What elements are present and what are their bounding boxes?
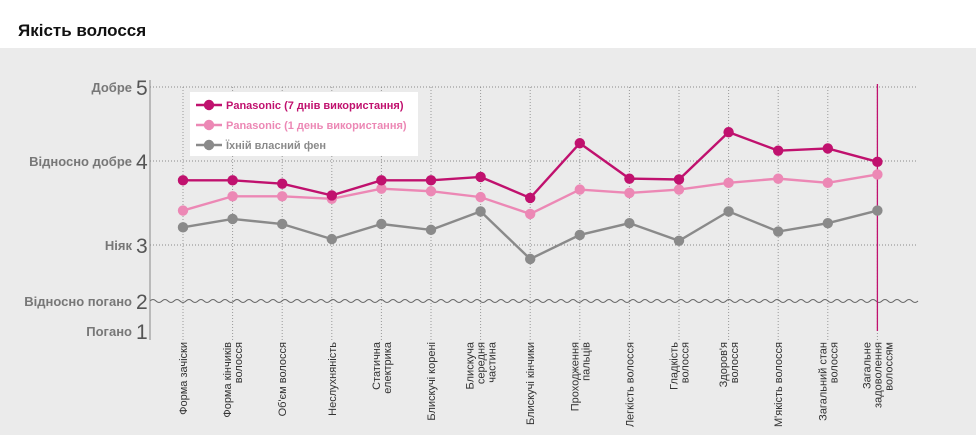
data-point — [673, 174, 685, 185]
data-point — [574, 184, 585, 195]
data-point — [376, 218, 387, 230]
data-point — [376, 175, 387, 186]
x-tick-label: задоволення — [872, 342, 884, 408]
data-point — [277, 191, 288, 202]
data-point — [425, 186, 437, 197]
x-tick-label: волоссям — [883, 342, 895, 391]
x-tick-label: пальців — [580, 342, 592, 381]
chart-title: Якість волосся — [18, 21, 147, 40]
chart-header: Якість волосся — [0, 0, 976, 48]
data-point — [525, 253, 536, 265]
x-tick-label: волосся — [680, 342, 692, 383]
x-tick-label: Форма кінчиків — [222, 342, 234, 418]
data-point — [723, 126, 734, 138]
data-point — [624, 187, 635, 199]
legend-box — [190, 92, 418, 156]
y-level-number: 5 — [136, 77, 148, 100]
x-tick-label: Неслухняність — [327, 342, 339, 416]
y-level-number: 3 — [136, 235, 148, 258]
data-point — [326, 233, 337, 245]
data-point — [475, 171, 486, 183]
data-point — [773, 173, 784, 184]
data-point — [673, 184, 685, 195]
data-point — [177, 205, 189, 216]
x-tick-label: волосся — [729, 342, 741, 383]
data-point — [277, 178, 288, 189]
x-tick-label: Гладкість — [669, 342, 681, 390]
x-tick-label: Проходження — [569, 342, 581, 411]
legend-swatch-point — [203, 99, 215, 111]
y-level-number: 4 — [136, 151, 148, 174]
data-point — [177, 222, 189, 233]
data-point — [525, 192, 536, 204]
data-point — [673, 235, 685, 246]
x-tick-label: Форма зачіски — [178, 342, 190, 415]
y-level-label: Добре — [91, 80, 132, 95]
data-point — [624, 217, 635, 229]
legend-label: Panasonic (7 днів використання) — [226, 100, 404, 112]
axis-break-line — [149, 299, 919, 303]
x-tick-label: Легкість волосся — [624, 342, 636, 427]
data-point — [574, 138, 585, 149]
x-tick-label: Статична — [371, 341, 383, 390]
data-point — [624, 173, 635, 184]
x-tick-label: Здоров'я — [718, 342, 730, 387]
data-point — [475, 206, 486, 217]
data-point — [872, 169, 883, 180]
data-point — [326, 190, 337, 201]
x-tick-label: електрика — [382, 341, 394, 394]
x-tick-label: Загальне — [861, 342, 873, 389]
y-level-label: Відносно погано — [24, 294, 132, 309]
y-level-label: Ніяк — [105, 238, 133, 253]
y-level-label: Відносно добре — [29, 154, 132, 169]
x-tick-label: середня — [476, 342, 488, 384]
data-point — [773, 226, 784, 237]
data-point — [773, 145, 784, 156]
data-point — [574, 229, 585, 241]
data-point — [277, 218, 288, 230]
data-point — [425, 224, 437, 236]
y-level-number: 1 — [136, 321, 148, 344]
data-point — [723, 177, 734, 189]
x-tick-label: волосся — [828, 342, 840, 383]
data-point — [475, 191, 486, 203]
data-point — [227, 175, 238, 186]
x-tick-label: М'якість волосся — [773, 342, 785, 427]
x-tick-label: Блискучі кінчики — [525, 342, 537, 425]
y-level-label: Погано — [86, 324, 132, 339]
data-point — [872, 156, 883, 168]
x-tick-label: Загальний стан — [817, 342, 829, 421]
data-point — [227, 213, 238, 225]
x-tick-label: Об'єм волосся — [277, 342, 289, 416]
data-point — [723, 206, 734, 217]
x-tick-label: Блискучі корені — [426, 342, 438, 421]
data-point — [376, 183, 387, 194]
x-tick-label: Блискуча — [465, 341, 477, 389]
data-point — [822, 217, 833, 229]
x-tick-label: волосся — [233, 342, 245, 383]
data-point — [227, 191, 238, 202]
data-point — [822, 143, 833, 154]
data-point — [872, 205, 883, 216]
data-point — [822, 177, 833, 189]
data-point — [425, 175, 437, 186]
legend-label: Їхній власний фен — [225, 139, 326, 152]
legend-swatch-point — [203, 139, 215, 151]
x-tick-label: частина — [487, 341, 499, 383]
y-level-number: 2 — [136, 291, 148, 314]
data-point — [525, 208, 536, 220]
legend-swatch-point — [203, 119, 215, 131]
legend-label: Panasonic (1 день використання) — [226, 120, 407, 132]
data-point — [177, 175, 189, 186]
